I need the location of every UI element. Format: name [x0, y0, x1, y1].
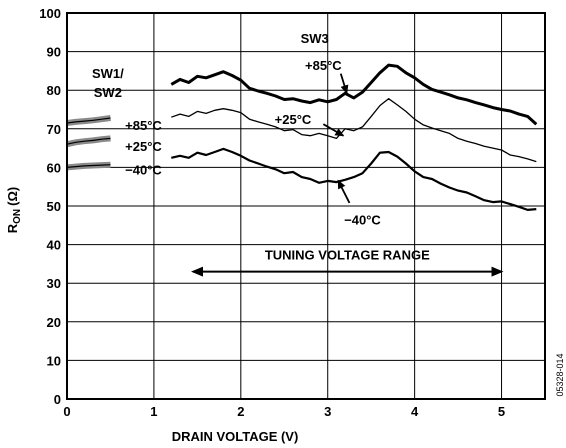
annotation-label: SW3	[301, 31, 329, 46]
x-tick-label: 2	[237, 404, 244, 419]
x-tick-label: 4	[411, 404, 419, 419]
y-tick-label: 50	[47, 199, 61, 214]
x-tick-label: 1	[150, 404, 157, 419]
y-tick-label: 20	[47, 315, 61, 330]
x-axis-title: DRAIN VOLTAGE (V)	[172, 429, 299, 444]
x-tick-label: 3	[324, 404, 331, 419]
y-tick-label: 0	[54, 392, 61, 407]
annotation-label: SW2	[94, 85, 122, 100]
y-tick-label: 30	[47, 276, 61, 291]
annotation-label: +25°C	[275, 112, 312, 127]
series-sw1-sw2-25-c	[66, 137, 111, 145]
tuning-voltage-range: TUNING VOLTAGE RANGE	[191, 247, 504, 277]
series-sw3-40-c	[171, 147, 537, 211]
y-tick-label: 60	[47, 160, 61, 175]
annotation-label: +85°C	[305, 58, 342, 73]
leader-arrow	[337, 179, 351, 204]
series-sw3-25-c	[171, 98, 537, 163]
annotation-label: −40°C	[344, 213, 381, 228]
x-tick-label: 0	[63, 404, 70, 419]
annotation-label: SW1/	[92, 66, 124, 81]
annotation-label: +85°C	[125, 118, 162, 133]
y-tick-label: 90	[47, 45, 61, 60]
x-tick-label: 5	[498, 404, 505, 419]
y-tick-label: 100	[39, 6, 61, 21]
y-axis-title: RON (Ω)	[5, 187, 23, 233]
range-label: TUNING VOLTAGE RANGE	[265, 247, 430, 262]
grid	[67, 13, 545, 399]
series-sw1-sw2-85-c	[66, 117, 111, 124]
y-tick-label: 10	[47, 353, 61, 368]
series-sw3-85-c	[170, 63, 538, 126]
plot-frame	[66, 12, 546, 400]
leader-arrow	[322, 123, 345, 137]
annotation-label: −40°C	[125, 162, 162, 177]
annotations: SW3 SW1/SW2 +85°C +25°C −40°C +85°C +25°C −40°C	[92, 31, 381, 227]
series-sw1-sw2-40-c	[66, 164, 111, 168]
leader-arrow	[339, 73, 349, 95]
y-axis-symbol: R	[5, 223, 20, 233]
series-layer	[66, 63, 538, 211]
y-tick-label: 40	[47, 238, 61, 253]
figure-id: 05328-014	[555, 353, 565, 396]
y-tick-label: 70	[47, 122, 61, 137]
annotation-label: +25°C	[125, 139, 162, 154]
y-tick-label: 80	[47, 83, 61, 98]
y-axis-subscript: ON	[12, 209, 23, 224]
y-axis-unit: (Ω)	[5, 187, 20, 206]
